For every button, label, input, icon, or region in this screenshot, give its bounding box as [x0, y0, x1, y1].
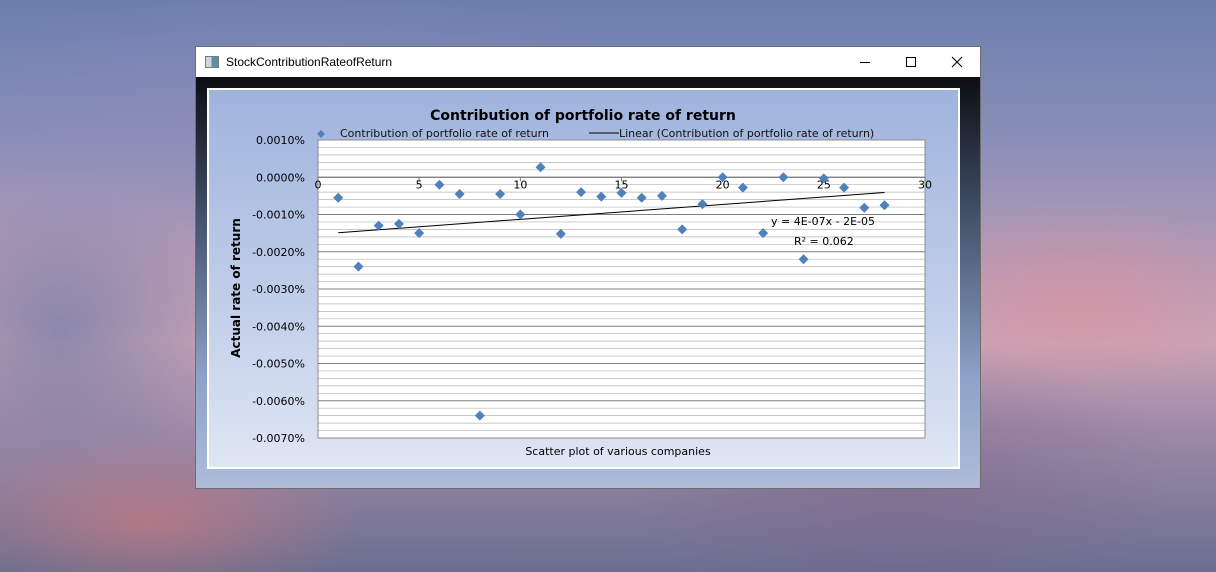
- data-point: [454, 189, 465, 200]
- y-tick-label: -0.0030%: [252, 283, 305, 296]
- data-point: [414, 228, 425, 239]
- y-axis-label: Actual rate of return: [229, 218, 243, 358]
- data-point: [596, 191, 607, 202]
- data-point: [758, 228, 769, 239]
- y-tick-label: -0.0020%: [252, 246, 305, 259]
- close-icon: [951, 56, 963, 68]
- minimize-button[interactable]: [842, 47, 888, 77]
- legend-series-label: Contribution of portfolio rate of return: [340, 127, 549, 140]
- close-button[interactable]: [934, 47, 980, 77]
- legend-marker-diamond: [317, 130, 325, 138]
- y-tick-label: -0.0070%: [252, 432, 305, 445]
- data-point: [333, 192, 344, 203]
- data-point: [616, 187, 627, 198]
- app-icon: [205, 56, 219, 68]
- trendline-r-squared: R² = 0.062: [794, 235, 854, 248]
- minimize-icon: [860, 62, 870, 63]
- chart-area: 0.0010% 0.0000% -0.0010% -0.0020% -0.0030% -0…: [207, 88, 960, 469]
- trendline-line: [338, 192, 885, 234]
- y-tick-label: -0.0050%: [252, 358, 305, 371]
- title-bar[interactable]: StockContributionRateofReturn: [196, 47, 980, 77]
- data-point: [434, 179, 445, 190]
- x-tick-label: 0: [315, 178, 322, 191]
- legend: Contribution of portfolio rate of return…: [317, 127, 874, 140]
- app-window: StockContributionRateofReturn 0.0010% 0.0…: [195, 46, 981, 489]
- x-tick-label: 15: [615, 178, 629, 191]
- y-tick-label: -0.0040%: [252, 320, 305, 333]
- data-point: [393, 218, 404, 229]
- data-point: [737, 182, 748, 193]
- x-tick-label: 5: [416, 178, 423, 191]
- y-tick-label: 0.0010%: [256, 134, 305, 147]
- data-point: [677, 224, 688, 235]
- data-point: [576, 187, 587, 198]
- data-point: [555, 228, 566, 239]
- data-point: [515, 209, 526, 220]
- grid-lines: [317, 139, 926, 439]
- data-point: [495, 189, 506, 200]
- scatter-chart: 0.0010% 0.0000% -0.0010% -0.0020% -0.0030% -0…: [229, 108, 932, 458]
- data-point: [697, 199, 708, 210]
- data-points: [333, 162, 890, 421]
- x-axis-label: Scatter plot of various companies: [525, 445, 711, 458]
- data-point: [535, 162, 546, 173]
- y-tick-label: -0.0060%: [252, 395, 305, 408]
- axes: 0.0010% 0.0000% -0.0010% -0.0020% -0.0030% -0…: [252, 134, 932, 445]
- data-point: [474, 410, 485, 421]
- y-tick-label: 0.0000%: [256, 171, 305, 184]
- x-tick-label: 30: [918, 178, 932, 191]
- data-point: [353, 261, 364, 272]
- data-point: [778, 172, 789, 183]
- window-controls: [842, 47, 980, 77]
- plot-border: [317, 139, 926, 439]
- legend-trendline-label: Linear (Contribution of portfolio rate o…: [619, 127, 874, 140]
- data-point: [373, 220, 384, 231]
- window-title: StockContributionRateofReturn: [226, 55, 393, 69]
- x-tick-label: 10: [513, 178, 527, 191]
- data-point: [656, 190, 667, 201]
- maximize-icon: [906, 57, 916, 67]
- trendline-equation: y = 4E-07x - 2E-05: [771, 215, 875, 228]
- x-tick-label: 25: [817, 178, 831, 191]
- data-point: [798, 254, 809, 265]
- maximize-button[interactable]: [888, 47, 934, 77]
- data-point: [879, 200, 890, 211]
- x-tick-label: 20: [716, 178, 730, 191]
- trendline: [338, 192, 885, 234]
- data-point: [839, 182, 850, 193]
- chart-title: Contribution of portfolio rate of return: [430, 108, 736, 124]
- data-point: [859, 202, 870, 213]
- data-point: [636, 192, 647, 203]
- data-point: [717, 172, 728, 183]
- data-point: [818, 173, 829, 184]
- y-tick-label: -0.0010%: [252, 209, 305, 222]
